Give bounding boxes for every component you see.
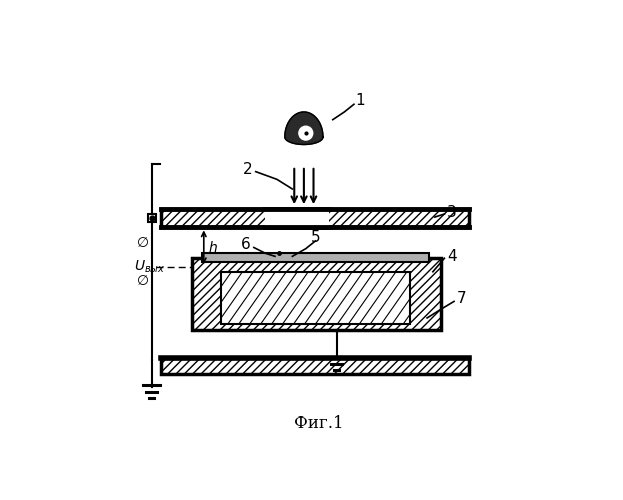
Polygon shape xyxy=(285,112,323,144)
Bar xyxy=(221,272,410,324)
Text: 4: 4 xyxy=(447,249,457,264)
Text: $\varnothing$: $\varnothing$ xyxy=(136,236,149,250)
Bar xyxy=(193,258,440,330)
Text: 6: 6 xyxy=(241,238,251,252)
Text: 3: 3 xyxy=(447,204,457,220)
Bar xyxy=(202,252,429,262)
Text: 5: 5 xyxy=(311,230,320,244)
Text: 2: 2 xyxy=(243,162,253,177)
Text: $h$: $h$ xyxy=(209,240,218,255)
Bar xyxy=(148,214,156,222)
Bar xyxy=(161,358,470,374)
Bar xyxy=(265,210,329,226)
Text: 7: 7 xyxy=(457,291,467,306)
Bar xyxy=(161,209,470,228)
Text: 1: 1 xyxy=(355,93,364,108)
Text: Фиг.1: Фиг.1 xyxy=(295,416,344,432)
Text: $\varnothing$: $\varnothing$ xyxy=(136,274,149,288)
Text: $U_{\mathit{вых}}$: $U_{\mathit{вых}}$ xyxy=(135,259,166,276)
Circle shape xyxy=(299,126,313,140)
